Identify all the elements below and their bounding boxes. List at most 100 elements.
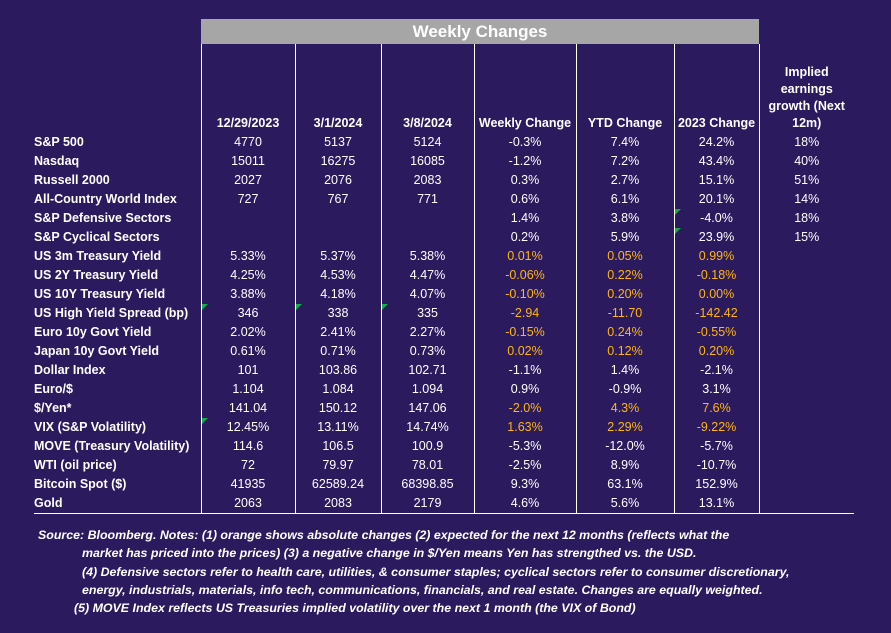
table-cell: -4.0%	[673, 209, 760, 228]
table-cell: 3.8%	[575, 209, 674, 228]
table-cell: 9.3%	[473, 475, 576, 494]
table-cell: 4.3%	[575, 399, 674, 418]
table-cell: 141.04	[200, 399, 295, 418]
column-header: 3/8/2024	[380, 44, 474, 133]
table-cell: 1.104	[200, 380, 295, 399]
table-body: S&P 500 4770 5137 5124 -0.3% 7.4% 24.2% 18% Nasd…	[34, 133, 854, 514]
table-cell: 68398.85	[380, 475, 474, 494]
table-cell: 1.084	[294, 380, 381, 399]
table-cell: 106.5	[294, 437, 381, 456]
table-cell: 12.45%	[200, 418, 295, 437]
table-cell: -2.5%	[473, 456, 576, 475]
table-cell: -0.18%	[673, 266, 760, 285]
table-cell: 0.71%	[294, 342, 381, 361]
table-cell	[759, 418, 854, 437]
table-cell: 4.07%	[380, 285, 474, 304]
table-row: Euro/$ 1.104 1.084 1.094 0.9% -0.9% 3.1%	[34, 380, 854, 399]
table-cell: 150.12	[294, 399, 381, 418]
row-label: Russell 2000	[34, 173, 110, 187]
table-cell: 2083	[380, 171, 474, 190]
table-cell: 0.2%	[473, 228, 576, 247]
table-cell	[759, 323, 854, 342]
table-cell: 14%	[794, 192, 820, 206]
table-cell: 41935	[200, 475, 295, 494]
table-cell: 152.9%	[673, 475, 760, 494]
table-cell: 0.24%	[575, 323, 674, 342]
table-cell: 62589.24	[294, 475, 381, 494]
table-cell: 0.01%	[473, 247, 576, 266]
table-cell: 1.63%	[473, 418, 576, 437]
table-cell: -1.2%	[473, 152, 576, 171]
table-cell	[759, 247, 854, 266]
table-row: US 2Y Treasury Yield 4.25% 4.53% 4.47% -0.06…	[34, 266, 854, 285]
table-cell: -2.0%	[473, 399, 576, 418]
table-cell: -142.42	[673, 304, 760, 323]
table-cell: 1.4%	[575, 361, 674, 380]
table-cell: -0.10%	[473, 285, 576, 304]
table-cell: 6.1%	[575, 190, 674, 209]
column-header-row: 12/29/2023 3/1/2024 3/8/2024 Weekly Change Y…	[34, 44, 854, 133]
table-cell: 2063	[200, 494, 295, 514]
table-cell: 114.6	[200, 437, 295, 456]
table-cell: 2179	[380, 494, 474, 514]
row-label: S&P Cyclical Sectors	[34, 230, 160, 244]
table-row: Japan 10y Govt Yield 0.61% 0.71% 0.73% 0.02%…	[34, 342, 854, 361]
footnote-line: (5) MOVE Index reflects US Treasuries im…	[74, 601, 636, 616]
table-cell: 4.25%	[200, 266, 295, 285]
footnote-line: (4) Defensive sectors refer to health ca…	[82, 564, 790, 579]
table-cell	[759, 361, 854, 380]
table-cell	[759, 342, 854, 361]
table-row: $/Yen* 141.04 150.12 147.06 -2.0% 4.3% 7.6%	[34, 399, 854, 418]
column-header: 12/29/2023	[200, 44, 295, 133]
table-cell: 0.05%	[575, 247, 674, 266]
table-cell: 7.4%	[575, 133, 674, 152]
table-row: Gold 2063 2083 2179 4.6% 5.6% 13.1%	[34, 494, 854, 514]
row-label: Dollar Index	[34, 363, 106, 377]
table-cell: 72	[200, 456, 295, 475]
row-label: Euro/$	[34, 382, 73, 396]
table-row: Russell 2000 2027 2076 2083 0.3% 2.7% 15.1% 51%	[34, 171, 854, 190]
banner-spacer-right	[759, 19, 854, 44]
table-cell: 0.73%	[380, 342, 474, 361]
table-cell: 5.33%	[200, 247, 295, 266]
table-cell: -12.0%	[575, 437, 674, 456]
table-row: All-Country World Index 727 767 771 0.6% 6.1%…	[34, 190, 854, 209]
table-cell: 78.01	[380, 456, 474, 475]
table-cell: 2083	[294, 494, 381, 514]
table-cell: 0.22%	[575, 266, 674, 285]
table-cell	[759, 494, 854, 514]
table-cell: 727	[200, 190, 295, 209]
table-cell: 24.2%	[673, 133, 760, 152]
table-cell	[759, 266, 854, 285]
table-cell: 771	[380, 190, 474, 209]
table-cell: 346	[200, 304, 295, 323]
row-label: S&P Defensive Sectors	[34, 211, 172, 225]
table-cell: 79.97	[294, 456, 381, 475]
banner-spacer	[34, 19, 201, 44]
table-cell	[200, 228, 295, 247]
row-label: Nasdaq	[34, 154, 80, 168]
table-cell: 2.29%	[575, 418, 674, 437]
table-cell: 5.6%	[575, 494, 674, 514]
row-label: Bitcoin Spot ($)	[34, 477, 127, 491]
table-cell: 2076	[294, 171, 381, 190]
table-cell: 40%	[794, 154, 820, 168]
table-cell: 5.38%	[380, 247, 474, 266]
table-cell: 0.00%	[673, 285, 760, 304]
table-cell: 4770	[200, 133, 295, 152]
table-row: US 3m Treasury Yield 5.33% 5.37% 5.38% 0.01%…	[34, 247, 854, 266]
row-label: Japan 10y Govt Yield	[34, 344, 160, 358]
table-row: US High Yield Spread (bp) 346 338 335 -2.94-…	[34, 304, 854, 323]
table-cell: 2.02%	[200, 323, 295, 342]
table-row: Bitcoin Spot ($) 41935 62589.24 68398.85 9.3…	[34, 475, 854, 494]
table-cell	[759, 437, 854, 456]
table-row: Dollar Index 101 103.86 102.71 -1.1% 1.4% -2.1…	[34, 361, 854, 380]
footnote-line: Source: Bloomberg. Notes: (1) orange sho…	[38, 528, 730, 542]
table-cell: 2.27%	[380, 323, 474, 342]
table-cell	[759, 285, 854, 304]
table-cell: 5.37%	[294, 247, 381, 266]
table-cell: 15011	[200, 152, 295, 171]
table-cell: 4.18%	[294, 285, 381, 304]
table-cell: 7.6%	[673, 399, 760, 418]
table-cell: 18%	[794, 135, 820, 149]
